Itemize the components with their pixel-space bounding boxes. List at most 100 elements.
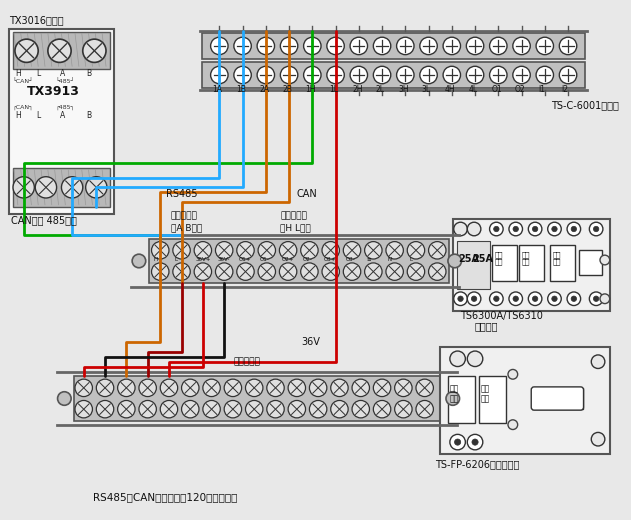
Circle shape	[536, 66, 553, 84]
Circle shape	[490, 66, 507, 84]
Text: 1H: 1H	[305, 85, 316, 95]
Circle shape	[407, 242, 425, 259]
Circle shape	[117, 400, 135, 418]
Bar	[579, 250, 602, 276]
Circle shape	[571, 226, 577, 232]
Text: TS6300A/TS6310: TS6300A/TS6310	[461, 311, 543, 321]
Text: 1B: 1B	[236, 85, 245, 95]
Bar	[519, 244, 544, 281]
Text: ≡: ≡	[367, 256, 371, 262]
Text: 输入
开关: 输入 开关	[450, 384, 459, 404]
Text: 4L: 4L	[468, 85, 478, 95]
Circle shape	[551, 226, 557, 232]
Text: O2: O2	[515, 85, 526, 95]
Bar	[492, 244, 517, 281]
Circle shape	[245, 400, 263, 418]
Circle shape	[443, 37, 461, 55]
Text: 输出
开关: 输出 开关	[553, 251, 561, 265]
Text: TX3913: TX3913	[27, 85, 80, 98]
Circle shape	[151, 242, 169, 259]
Circle shape	[508, 369, 517, 379]
Circle shape	[182, 379, 199, 397]
Circle shape	[350, 37, 367, 55]
Circle shape	[245, 379, 263, 397]
Circle shape	[83, 39, 106, 62]
Text: 36V-: 36V-	[218, 256, 230, 262]
Circle shape	[61, 177, 83, 198]
Text: H: H	[15, 111, 21, 120]
Circle shape	[288, 400, 305, 418]
Circle shape	[352, 379, 370, 397]
Circle shape	[471, 296, 477, 302]
Circle shape	[397, 37, 414, 55]
Circle shape	[493, 226, 499, 232]
Circle shape	[454, 222, 468, 236]
Text: 2H: 2H	[352, 85, 363, 95]
Bar	[202, 62, 586, 87]
Circle shape	[237, 263, 254, 280]
Circle shape	[416, 400, 433, 418]
Text: 输出
开关: 输出 开关	[481, 384, 490, 404]
Circle shape	[75, 379, 92, 397]
Circle shape	[509, 222, 522, 236]
Circle shape	[374, 379, 391, 397]
Circle shape	[468, 434, 483, 450]
Circle shape	[327, 37, 345, 55]
Circle shape	[352, 400, 370, 418]
Circle shape	[428, 263, 446, 280]
Bar	[457, 241, 490, 289]
Circle shape	[513, 226, 519, 232]
Circle shape	[428, 242, 446, 259]
Text: 25A: 25A	[459, 254, 480, 264]
Circle shape	[559, 66, 577, 84]
Circle shape	[548, 222, 561, 236]
Circle shape	[173, 242, 191, 259]
Text: O2-: O2-	[303, 256, 312, 262]
Circle shape	[97, 400, 114, 418]
Bar	[9, 30, 114, 214]
Circle shape	[458, 296, 463, 302]
Circle shape	[528, 292, 542, 306]
Circle shape	[472, 439, 478, 445]
Circle shape	[13, 177, 34, 198]
Circle shape	[203, 400, 220, 418]
Circle shape	[331, 400, 348, 418]
Circle shape	[257, 37, 274, 55]
FancyBboxPatch shape	[531, 387, 584, 410]
Text: L: L	[36, 69, 40, 78]
Text: N: N	[388, 256, 392, 262]
Circle shape	[559, 37, 577, 55]
Bar	[149, 239, 449, 283]
Circle shape	[466, 37, 484, 55]
Circle shape	[443, 66, 461, 84]
Circle shape	[365, 263, 382, 280]
Bar	[440, 347, 610, 454]
Text: O2+: O2+	[281, 256, 294, 262]
Circle shape	[591, 355, 605, 369]
Text: 36V: 36V	[302, 337, 321, 347]
Circle shape	[407, 263, 425, 280]
Circle shape	[132, 254, 146, 268]
Text: ┌CAN┐: ┌CAN┐	[12, 105, 33, 110]
Circle shape	[139, 379, 156, 397]
Circle shape	[448, 254, 461, 268]
Text: H: H	[153, 256, 158, 262]
Circle shape	[490, 222, 503, 236]
Circle shape	[322, 263, 339, 280]
Circle shape	[420, 37, 437, 55]
Circle shape	[301, 263, 318, 280]
Text: ┌485┐: ┌485┐	[56, 105, 75, 110]
Circle shape	[468, 351, 483, 367]
Bar	[74, 376, 447, 421]
Circle shape	[454, 439, 461, 445]
Circle shape	[589, 292, 603, 306]
Text: RS485、CAN终端需加上120欧终端电阻: RS485、CAN终端需加上120欧终端电阻	[93, 492, 238, 502]
Circle shape	[267, 379, 284, 397]
Text: 2B: 2B	[282, 85, 292, 95]
Circle shape	[374, 66, 391, 84]
Circle shape	[304, 37, 321, 55]
Text: 25A: 25A	[472, 254, 493, 264]
Text: 注意正负极: 注意正负极	[234, 358, 261, 367]
Text: CAN: CAN	[297, 189, 317, 199]
Circle shape	[394, 379, 412, 397]
